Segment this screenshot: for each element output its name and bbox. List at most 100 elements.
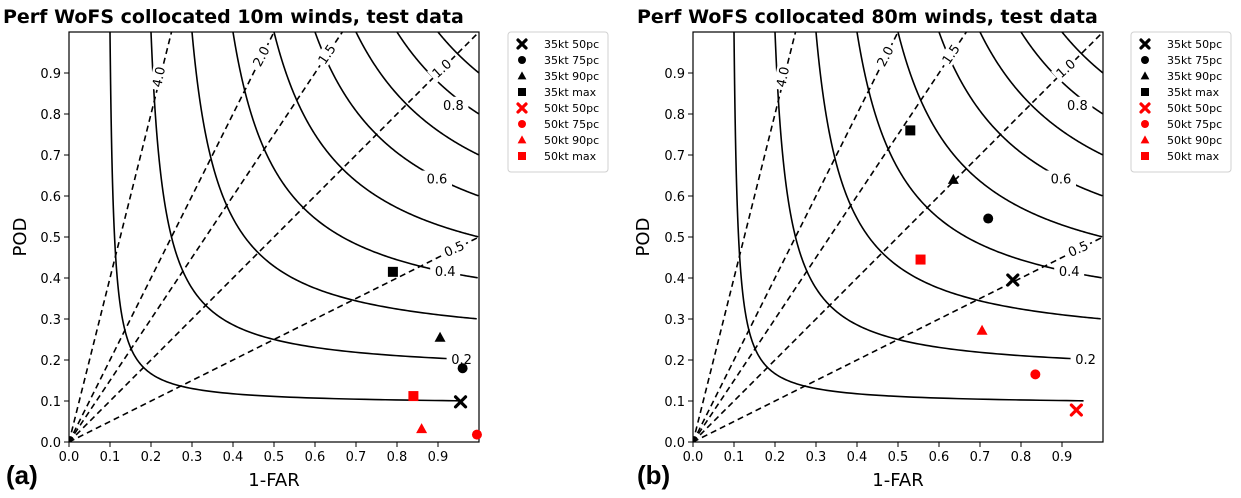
data-point	[387, 266, 398, 277]
csi-contour	[355, 32, 479, 156]
legend-label: 35kt 90pc	[544, 70, 599, 83]
x-tick-label: 0.3	[182, 450, 203, 465]
data-point	[1006, 273, 1020, 287]
csi-contour	[273, 32, 479, 238]
x-tick-label: 0.1	[724, 450, 745, 465]
legend-label: 35kt max	[1167, 86, 1220, 99]
panel-label: (a)	[6, 460, 38, 490]
csi-label: 0.6	[1051, 173, 1072, 188]
csi-label: 0.4	[435, 265, 456, 280]
csi-label-bg	[438, 96, 469, 113]
panel-label: (b)	[637, 460, 670, 490]
legend-label: 50kt 50pc	[544, 102, 599, 115]
csi-contour	[150, 32, 474, 361]
csi-contour	[1020, 32, 1103, 115]
bias-line	[69, 32, 343, 442]
csi-contour	[774, 32, 1098, 361]
x-tick-label: 0.2	[765, 450, 786, 465]
data-point	[434, 331, 446, 342]
legend-label: 35kt 50pc	[544, 38, 599, 51]
x-tick-label: 0.0	[59, 450, 80, 465]
x-tick-label: 0.7	[970, 450, 991, 465]
csi-contour	[897, 32, 1103, 238]
csi-contour	[314, 32, 479, 197]
x-tick-label: 0.6	[305, 450, 326, 465]
bias-label-bg	[1063, 236, 1094, 261]
y-tick-label: 0.7	[664, 149, 685, 164]
legend-box	[507, 31, 609, 173]
csi-contour	[437, 32, 479, 74]
x-tick-label: 0.5	[888, 450, 909, 465]
bias-line	[69, 32, 275, 442]
bias-label-bg	[937, 39, 965, 70]
plot-area	[69, 32, 479, 442]
data-point	[416, 423, 428, 434]
legend-label: 50kt 90pc	[544, 134, 599, 147]
csi-label: 0.6	[427, 173, 448, 188]
csi-label: 0.2	[1075, 353, 1096, 368]
legend-marker	[516, 38, 528, 50]
csi-label: 0.4	[1059, 265, 1080, 280]
legend-marker	[1141, 120, 1149, 128]
legend-box	[1130, 31, 1232, 173]
legend-marker	[1139, 38, 1151, 50]
legend-marker	[516, 102, 528, 114]
x-tick-label: 0.2	[141, 450, 162, 465]
data-point	[471, 429, 482, 440]
bias-line	[69, 32, 173, 442]
x-tick-label: 0.9	[1052, 450, 1073, 465]
legend-label: 50kt max	[1167, 150, 1220, 163]
csi-label-bg	[1054, 262, 1085, 279]
legend-label: 35kt max	[544, 86, 597, 99]
csi-label-bg	[1070, 351, 1101, 367]
legend-label: 35kt 90pc	[1167, 70, 1222, 83]
legend-marker	[1141, 152, 1149, 160]
data-point	[976, 324, 988, 335]
y-tick-label: 0.5	[40, 231, 61, 246]
data-point	[1069, 403, 1083, 417]
bias-line	[693, 32, 797, 442]
legend: 35kt 50pc 35kt 75pc 35kt 90pc 35kt max 50kt …	[1130, 31, 1232, 173]
data-point	[1030, 369, 1041, 380]
legend-marker	[1139, 102, 1151, 114]
x-tick-label: 0.4	[847, 450, 868, 465]
y-tick-label: 0.8	[664, 108, 685, 123]
legend-label: 35kt 50pc	[1167, 38, 1222, 51]
legend-marker	[517, 135, 527, 144]
legend-label: 35kt 75pc	[544, 54, 599, 67]
y-axis-label: POD	[10, 218, 31, 257]
legend-label: 50kt 90pc	[1167, 134, 1222, 147]
y-tick-label: 0.3	[40, 313, 61, 328]
bias-label-bg	[248, 41, 274, 72]
legend-label: 50kt 75pc	[1167, 118, 1222, 131]
csi-contour	[191, 32, 477, 320]
csi-contour	[979, 32, 1103, 156]
legend-marker	[1140, 135, 1150, 144]
y-tick-label: 0.2	[664, 354, 685, 369]
plot-area	[693, 32, 1103, 442]
csi-label-bg	[422, 170, 452, 187]
bias-label-bg	[872, 41, 898, 72]
x-axis-label: 1-FAR	[248, 470, 299, 491]
y-tick-label: 0.0	[664, 436, 685, 451]
y-tick-label: 0.2	[40, 354, 61, 369]
x-tick-label: 0.4	[223, 450, 244, 465]
legend-label: 50kt 75pc	[544, 118, 599, 131]
csi-contour	[396, 32, 479, 115]
y-tick-label: 0.6	[664, 190, 685, 205]
csi-label: 0.8	[443, 99, 464, 114]
bias-label-bg	[1051, 54, 1081, 83]
data-point	[983, 213, 994, 224]
bias-label-bg	[772, 62, 793, 92]
bias-line	[693, 236, 1103, 442]
y-tick-label: 0.1	[664, 395, 685, 410]
legend-marker	[1140, 71, 1150, 80]
y-tick-label: 0.5	[664, 231, 685, 246]
data-point	[457, 363, 468, 374]
csi-contour	[938, 32, 1103, 197]
csi-label: 0.8	[1067, 99, 1088, 114]
csi-contour	[815, 32, 1101, 320]
bias-label-bg	[427, 54, 457, 83]
y-tick-label: 0.7	[40, 149, 61, 164]
